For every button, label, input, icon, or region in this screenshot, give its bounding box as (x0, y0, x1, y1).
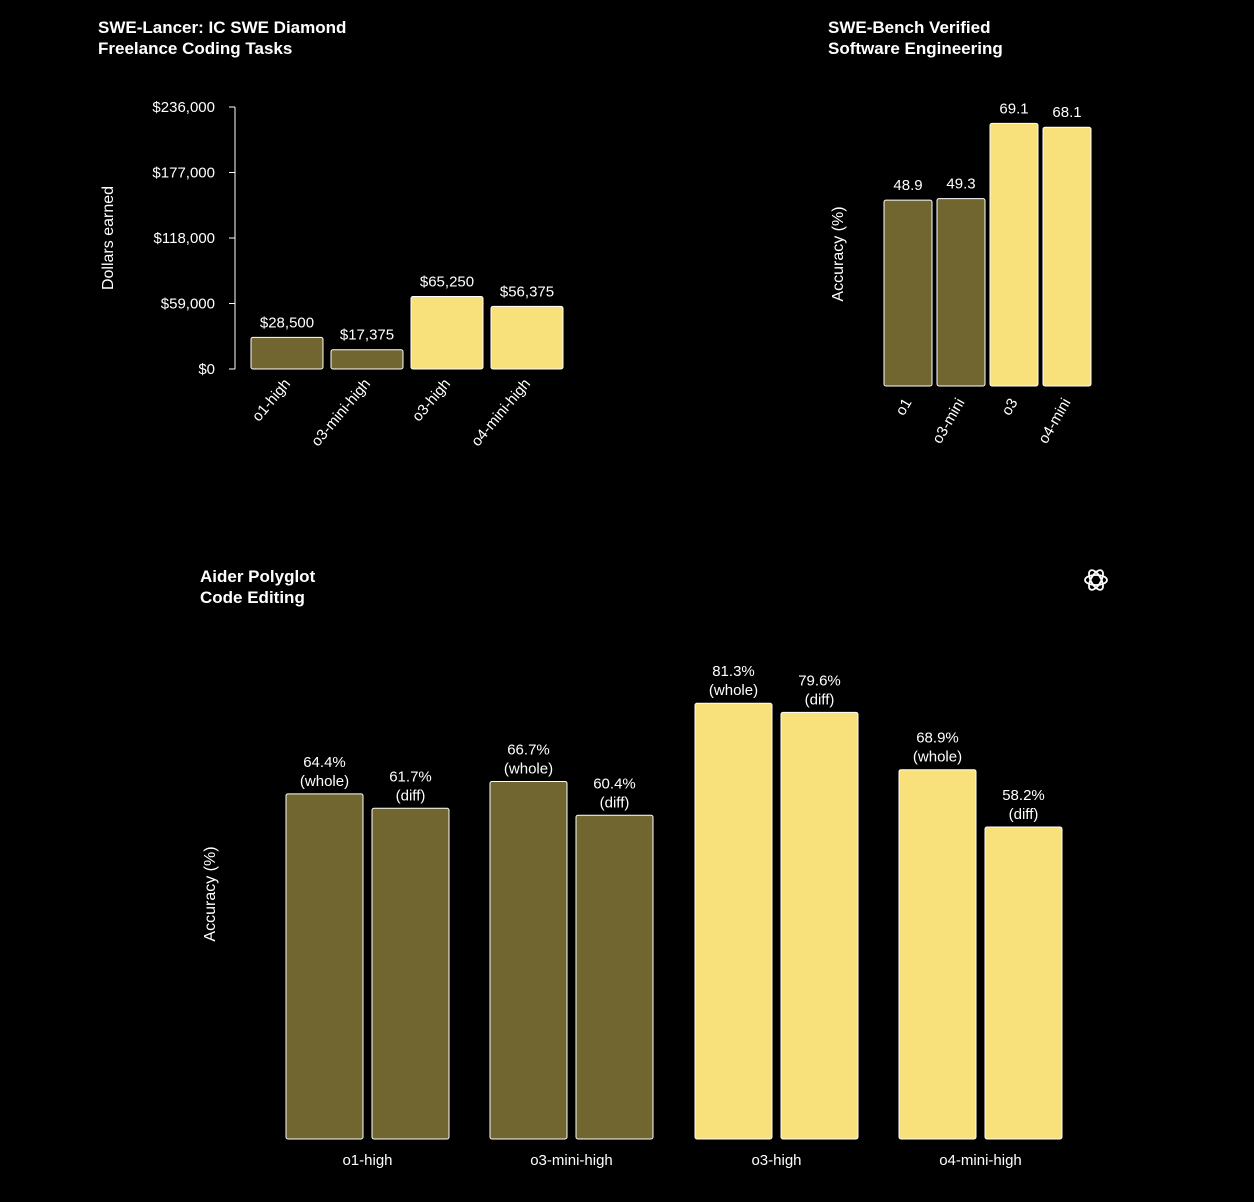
lancer-value-label: $65,250 (420, 274, 474, 291)
bench-title-line2: Software Engineering (828, 39, 1003, 58)
bench-x-tick-label: o4-mini (1035, 396, 1074, 447)
aider-value-sublabel: (whole) (913, 749, 962, 766)
aider-value-label: 81.3% (712, 663, 755, 680)
bench-bar (936, 198, 986, 387)
aider-bar-whole (898, 769, 977, 1140)
aider-title-line2: Code Editing (200, 588, 305, 607)
lancer-title-line2: Freelance Coding Tasks (98, 39, 293, 58)
aider-value-label: 79.6% (798, 672, 841, 689)
lancer-y-tick-label: $0 (198, 361, 215, 378)
aider-value-sublabel: (diff) (805, 691, 835, 708)
aider-value-label: 64.4% (303, 754, 346, 771)
aider-value-label: 58.2% (1002, 787, 1045, 804)
bench-x-tick-label: o3-mini (929, 396, 968, 447)
bench-value-label: 69.1 (999, 100, 1028, 117)
lancer-y-axis-label: Dollars earned (100, 186, 117, 290)
aider-value-sublabel: (whole) (504, 760, 553, 777)
lancer-y-tick-label: $177,000 (152, 165, 215, 182)
lancer-y-tick-label: $118,000 (154, 230, 215, 247)
lancer-x-tick-label: o1-high (249, 376, 294, 425)
lancer-x-tick-label: o3-high (409, 376, 454, 425)
bench-value-label: 68.1 (1052, 104, 1081, 121)
aider-x-tick-label: o3-high (751, 1152, 801, 1169)
aider-bar-whole (489, 780, 568, 1140)
lancer-x-tick-label: o3-mini-high (308, 376, 374, 450)
aider-value-label: 66.7% (507, 741, 550, 758)
lancer-bar (410, 296, 484, 370)
openai-logo-icon (1084, 569, 1108, 591)
aider-value-sublabel: (whole) (709, 682, 758, 699)
lancer-title-line1: SWE-Lancer: IC SWE Diamond (98, 18, 347, 37)
bench-bar (989, 122, 1039, 387)
lancer-value-label: $56,375 (500, 283, 554, 300)
aider-value-label: 68.9% (916, 730, 959, 747)
lancer-value-label: $17,375 (340, 327, 394, 344)
aider-value-sublabel: (whole) (300, 773, 349, 790)
lancer-x-tick-label: o4-mini-high (468, 376, 534, 450)
lancer-value-label: $28,500 (260, 314, 314, 331)
aider-bar-diff (575, 814, 654, 1140)
aider-bar-diff (371, 807, 450, 1140)
aider-chart-title: Aider Polyglot Code Editing (200, 566, 315, 608)
bench-x-tick-label: o3 (998, 396, 1021, 419)
bench-bar (1042, 126, 1092, 387)
lancer-bar (250, 336, 324, 370)
lancer-y-tick-label: $59,000 (161, 296, 215, 313)
aider-value-sublabel: (diff) (600, 794, 630, 811)
bench-x-tick-label: o1 (892, 396, 915, 419)
aider-x-tick-label: o4-mini-high (939, 1152, 1022, 1169)
aider-value-label: 60.4% (593, 775, 636, 792)
aider-bar-whole (285, 793, 364, 1140)
aider-value-sublabel: (diff) (396, 787, 426, 804)
aider-value-sublabel: (diff) (1009, 806, 1039, 823)
aider-x-tick-label: o3-mini-high (530, 1152, 613, 1169)
aider-bar-diff (780, 711, 859, 1140)
aider-value-label: 61.7% (389, 768, 432, 785)
aider-title-line1: Aider Polyglot (200, 567, 316, 586)
bench-value-label: 49.3 (946, 176, 975, 193)
bench-title-line1: SWE-Bench Verified (828, 18, 991, 37)
lancer-bar (490, 305, 564, 370)
aider-bar-whole (694, 702, 773, 1140)
lancer-bar (330, 349, 404, 370)
bench-chart-title: SWE-Bench Verified Software Engineering (828, 17, 1003, 59)
aider-bar-diff (984, 826, 1063, 1140)
lancer-chart-title: SWE-Lancer: IC SWE Diamond Freelance Cod… (98, 17, 346, 59)
aider-y-axis-label: Accuracy (%) (202, 846, 219, 941)
lancer-y-tick-label: $236,000 (152, 99, 215, 116)
aider-x-tick-label: o1-high (342, 1152, 392, 1169)
bench-y-axis-label: Accuracy (%) (830, 206, 847, 301)
bench-bar (883, 199, 933, 387)
bench-value-label: 48.9 (893, 177, 922, 194)
